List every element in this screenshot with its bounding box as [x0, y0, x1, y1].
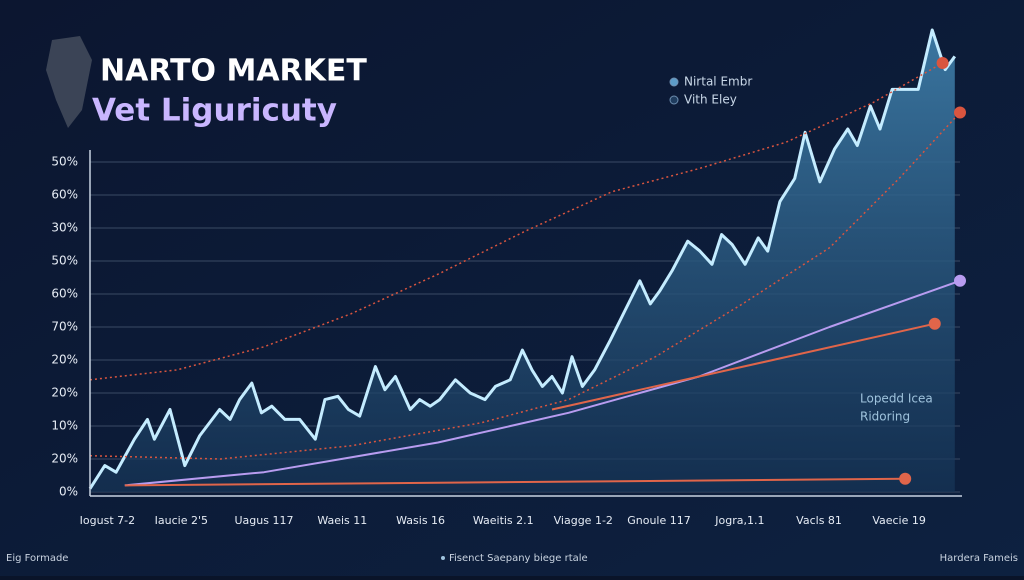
y-tick-label: 60% [51, 188, 78, 202]
plot-area: 0% 20% 10% 20% 20% 70% 60% 50% 30% 60% 50% Iogust 7… [51, 28, 966, 527]
area [90, 30, 955, 492]
end-marker [954, 274, 966, 287]
y-tick-label: 30% [51, 221, 78, 235]
series-line [88, 28, 957, 490]
y-tick-label: 60% [51, 287, 78, 301]
x-tick-label: Viagge 1-2 [554, 514, 613, 527]
x-tick-label: Waeis 11 [317, 514, 367, 527]
x-tick-label: Gnoule 117 [627, 514, 691, 527]
x-tick-label: Vaecie 19 [872, 514, 926, 527]
legend-label: Nirtal Embr [684, 75, 752, 89]
y-tick-label: 50% [51, 155, 78, 169]
footer-text: Fisenct Saepany biege rtale [449, 553, 588, 564]
y-tick-label: 20% [51, 353, 78, 367]
end-marker [936, 57, 949, 69]
x-tick-label: Iogust 7-2 [80, 514, 135, 527]
x-tick-label: Wasis 16 [396, 514, 445, 527]
chart-title: NARTO MARKET [100, 54, 367, 89]
footer-dot [441, 556, 445, 560]
legend-swatch [669, 95, 679, 105]
y-tick-label: 0% [59, 485, 78, 499]
x-tick-label: Uagus 117 [235, 514, 294, 527]
y-tick-label: 50% [51, 254, 78, 268]
legend-swatch [669, 77, 679, 87]
series-line [89, 62, 943, 381]
x-tick-label: Waeitis 2.1 [473, 514, 534, 527]
y-tick-label: 10% [51, 419, 78, 433]
footer-text: Eig Formade [6, 553, 68, 564]
x-tick-label: Iaucie 2'5 [155, 514, 208, 527]
series-line [89, 111, 961, 460]
end-marker [928, 317, 941, 330]
footer-text: Hardera Fameis [940, 553, 1018, 564]
y-tick-label: 20% [51, 386, 78, 400]
end-marker [954, 106, 966, 119]
end-marker [899, 472, 912, 485]
series-line [551, 322, 936, 411]
series-line [124, 279, 961, 487]
logo [46, 36, 92, 128]
chart-subtitle: Vet Liguricuty [92, 93, 337, 129]
annotation: Lopedd Icea [860, 392, 933, 406]
series-line [124, 477, 906, 487]
y-tick-label: 70% [51, 320, 78, 334]
x-tick-label: Jogra,1.1 [714, 514, 764, 527]
y-tick-label: 20% [51, 452, 78, 466]
legend-label: Vith Eley [684, 93, 737, 107]
annotation: Ridoring [860, 410, 910, 424]
x-tick-label: Vacls 81 [796, 514, 842, 527]
